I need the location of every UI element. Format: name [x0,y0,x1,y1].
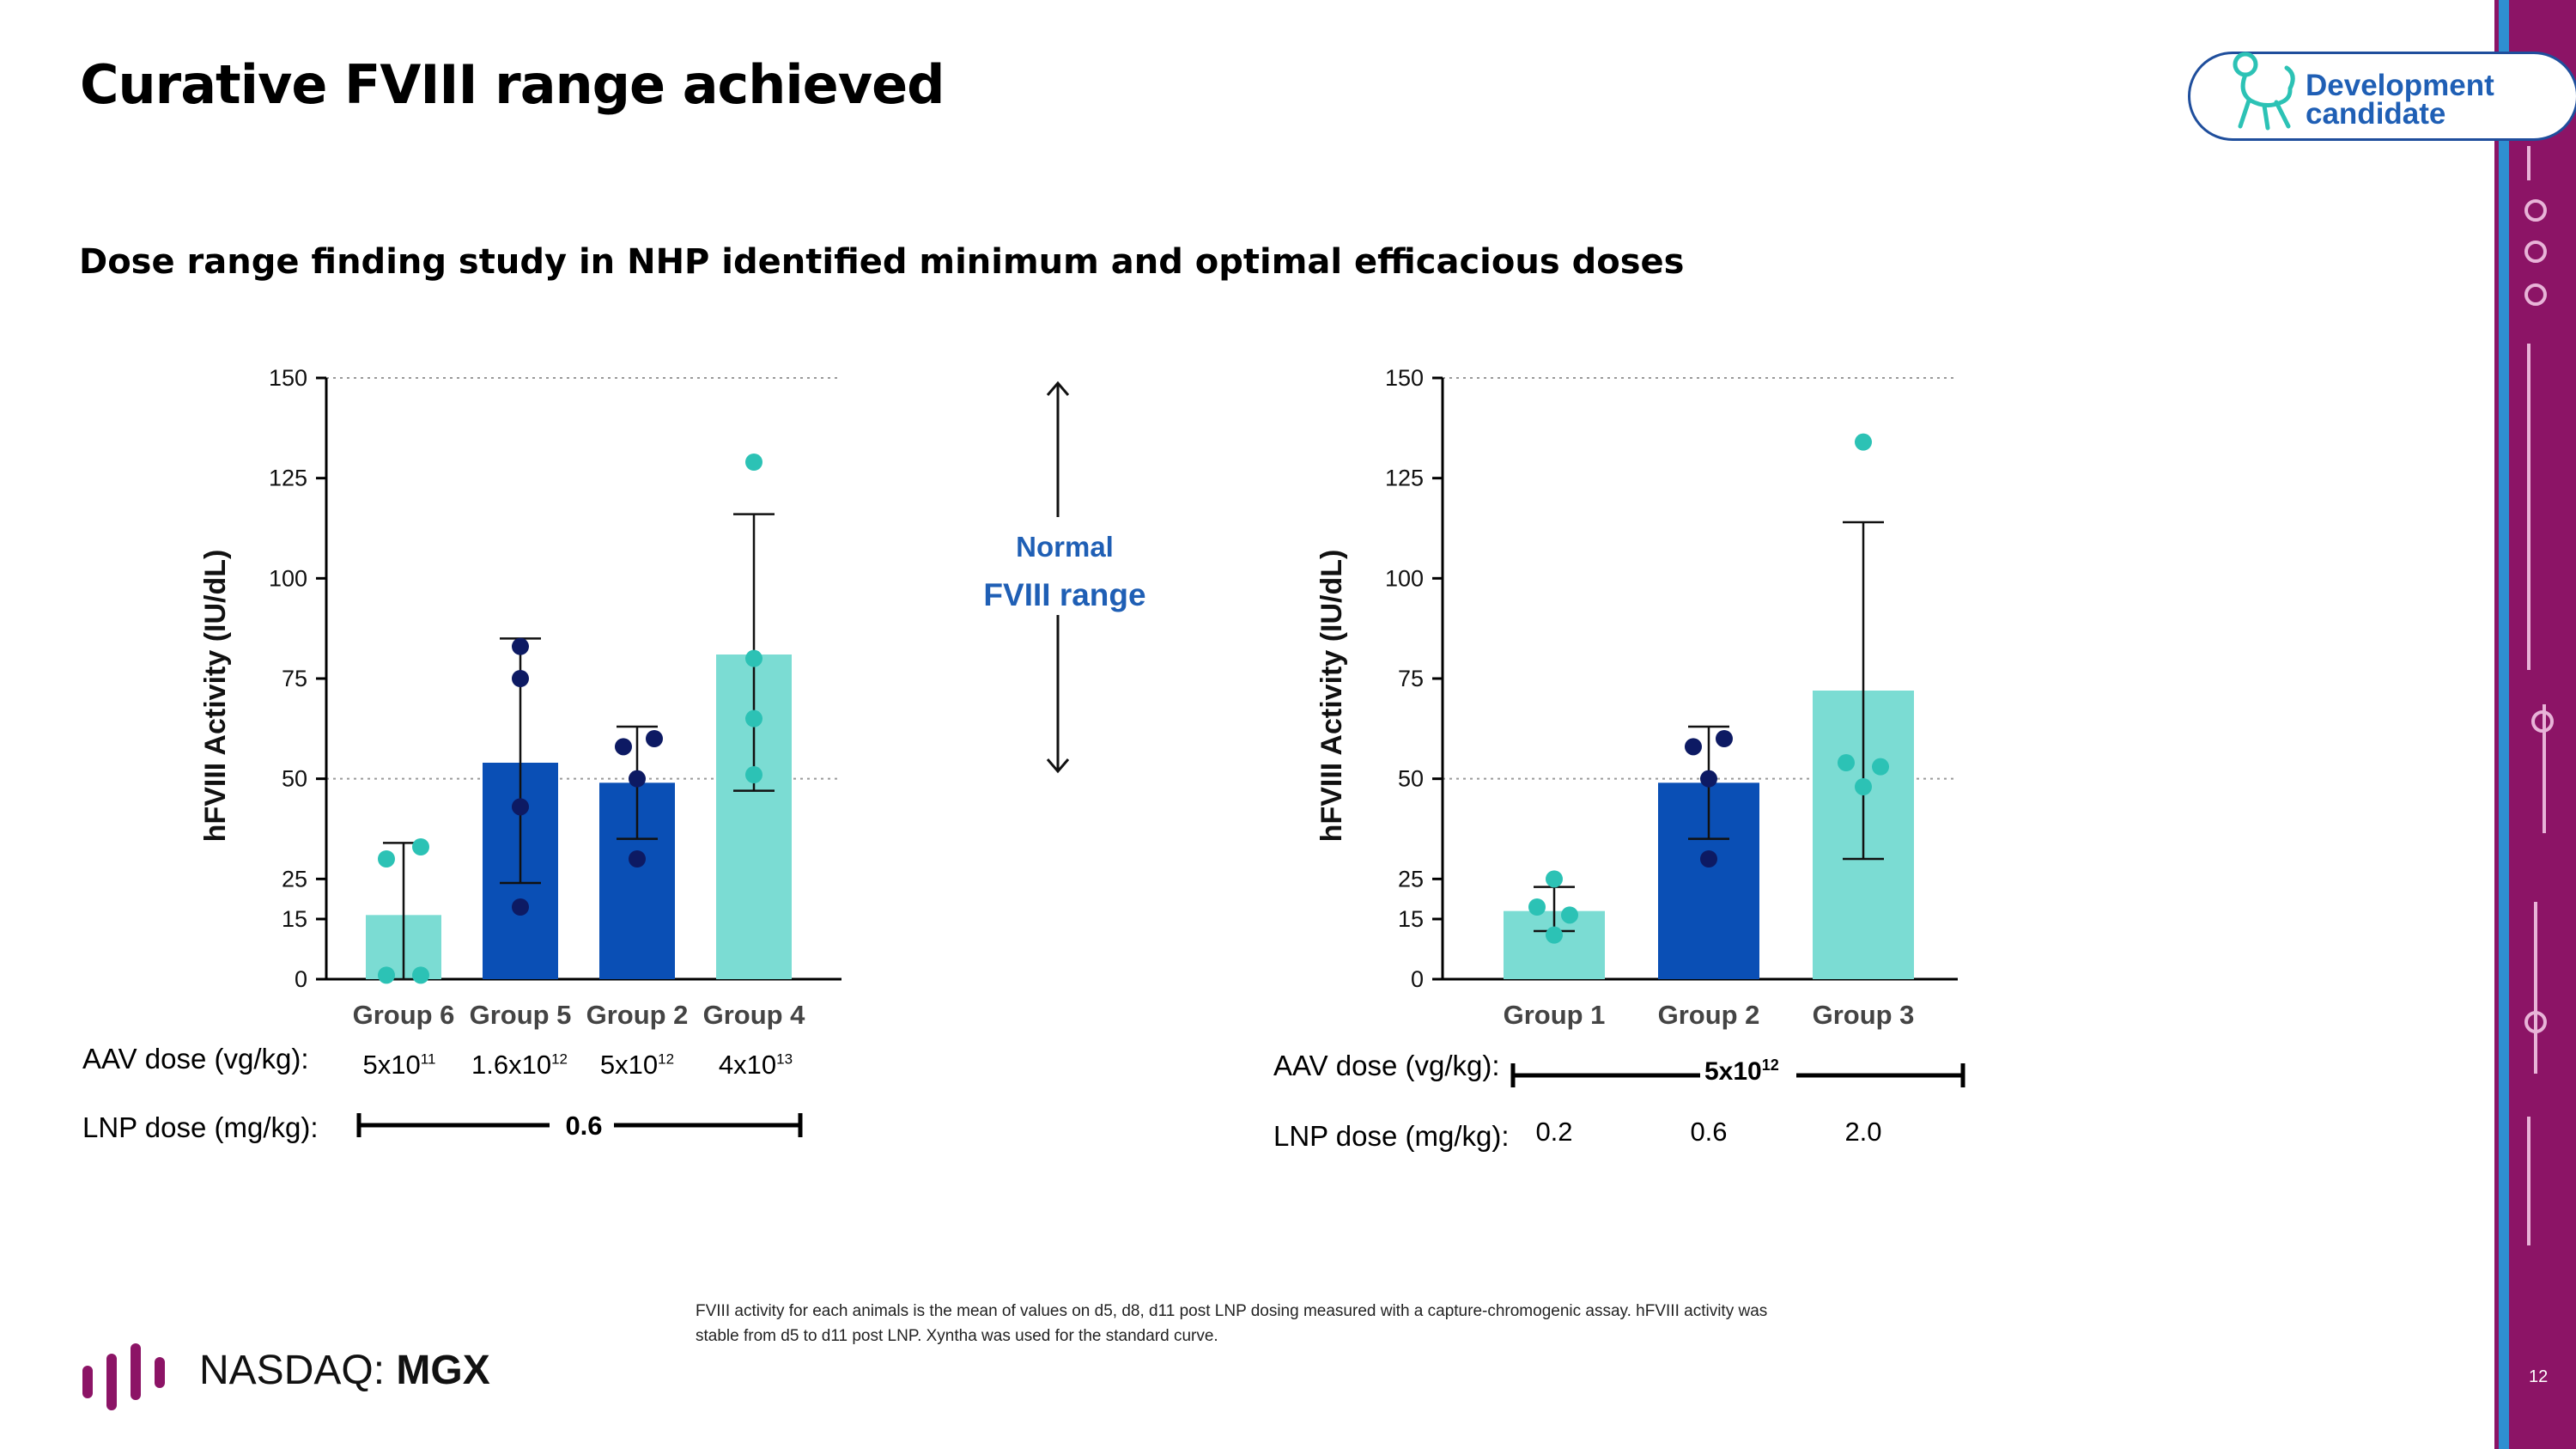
data-point [1855,433,1872,451]
data-point [512,670,529,687]
meiragtx-logo-icon [82,1343,165,1410]
left-lnp-dose-label: LNP dose (mg/kg): [82,1111,319,1143]
data-point [629,770,646,788]
data-point [512,637,529,655]
normal-range-arrow [1046,381,1070,774]
x-tick-label: Group 2 [1658,1000,1760,1030]
y-tick-label: 0 [295,966,307,992]
left-aav-dose-value: 1.6x1012 [471,1050,568,1080]
data-point [512,898,529,916]
fviii-range-label: FVIII range [983,577,1146,612]
data-point [745,454,762,471]
left-lnp-bracket [356,1113,803,1137]
data-point [1838,754,1855,771]
x-tick-label: Group 1 [1504,1000,1606,1030]
left-bar-chart: 0 15 25 50 75 100 125 150 hFVIII Activity (IU/dL… [199,365,841,1030]
development-candidate-badge: Development candidate [2188,52,2576,141]
data-point [1546,926,1563,944]
data-point [646,730,663,747]
left-aav-dose-label: AAV dose (vg/kg): [82,1043,309,1075]
y-tick-label: 50 [1398,766,1424,792]
y-tick-label: 150 [1385,365,1424,391]
data-point [512,798,529,816]
y-axis-title: hFVIII Activity (IU/dL) [1315,550,1348,843]
data-point [745,649,762,667]
right-aav-shared-dose: 5x1012 [1704,1056,1779,1086]
footnote: FVIII activity for each animals is the m… [696,1302,1768,1345]
right-aav-dose-label: AAV dose (vg/kg): [1273,1050,1500,1081]
x-tick-label: Group 6 [353,1000,455,1030]
data-point [745,766,762,783]
data-point [412,966,429,984]
left-aav-dose-value: 5x1012 [599,1050,675,1080]
data-point [378,850,395,868]
right-aav-bracket [1510,1063,1965,1087]
y-tick-label: 125 [1385,466,1424,491]
right-bar-chart: 0 15 25 50 75 100 125 150 hFVIII Activity (IU/dL… [1315,365,1958,1030]
data-point [1700,770,1717,788]
x-tick-label: Group 5 [470,1000,572,1030]
y-tick-label: 150 [269,365,307,391]
monkey-icon [2233,52,2295,131]
slide-title: Curative FVIII range achieved [80,53,945,116]
y-tick-label: 125 [269,466,307,491]
data-point [1561,906,1578,924]
data-point [1685,738,1702,756]
x-tick-label: Group 2 [586,1000,689,1030]
y-tick-label: 100 [1385,565,1424,591]
data-point [1546,870,1563,888]
right-lnp-dose-value: 0.2 [1535,1117,1573,1147]
y-tick-label: 15 [282,906,307,932]
slide-subtitle: Dose range finding study in NHP identifi… [79,242,1685,282]
brand-side-stripe [2499,0,2509,1449]
data-point [1855,778,1872,795]
badge-label: Development candidate [2306,69,2494,131]
right-lnp-dose-value: 0.6 [1690,1117,1728,1147]
x-tick-label: Group 3 [1813,1000,1915,1030]
right-lnp-dose-label: LNP dose (mg/kg): [1273,1120,1510,1152]
data-point [615,738,632,756]
data-point [1528,898,1546,916]
circuit-decoration [2524,146,2554,1245]
y-axis-title: hFVIII Activity (IU/dL) [199,550,232,843]
data-point [745,709,762,728]
data-point [378,966,395,984]
page-number: 12 [2529,1367,2549,1386]
right-lnp-dose-value: 2.0 [1844,1117,1882,1147]
data-point [412,838,429,855]
y-tick-label: 25 [282,866,307,892]
y-tick-label: 100 [269,565,307,591]
data-point [1716,730,1733,747]
data-point [1872,758,1889,776]
data-point [629,850,646,868]
nasdaq-ticker: NASDAQ: MGX [199,1348,490,1393]
data-point [1700,850,1717,868]
y-tick-label: 75 [282,666,307,691]
y-tick-label: 0 [1411,966,1424,992]
y-tick-label: 75 [1398,666,1424,691]
x-tick-label: Group 4 [703,1000,806,1030]
left-aav-dose-value: 4x1013 [718,1050,793,1080]
left-lnp-shared-dose: 0.6 [565,1111,603,1141]
left-aav-dose-value: 5x1011 [362,1050,436,1080]
y-tick-label: 50 [282,766,307,792]
normal-range-label: Normal [1016,531,1114,563]
y-tick-label: 25 [1398,866,1424,892]
y-tick-label: 15 [1398,906,1424,932]
